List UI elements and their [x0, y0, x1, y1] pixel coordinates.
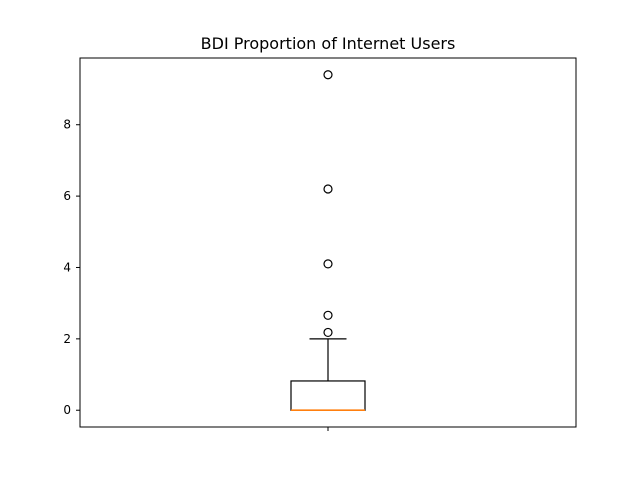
- outlier-point: [323, 70, 333, 80]
- outlier-point: [323, 259, 333, 269]
- chart-title: BDI Proportion of Internet Users: [201, 34, 456, 53]
- plot-area: 0 2 4 6 8: [63, 70, 366, 431]
- y-tick-label: 6: [63, 189, 71, 203]
- outlier-point: [323, 327, 333, 338]
- y-tick-label: 0: [63, 403, 71, 417]
- outlier-point: [323, 310, 333, 320]
- outlier-point: [323, 184, 333, 194]
- y-tick-label: 2: [63, 332, 71, 346]
- y-tick-label: 4: [63, 260, 71, 274]
- y-tick-label: 8: [63, 118, 71, 132]
- axes-frame: [79, 57, 577, 428]
